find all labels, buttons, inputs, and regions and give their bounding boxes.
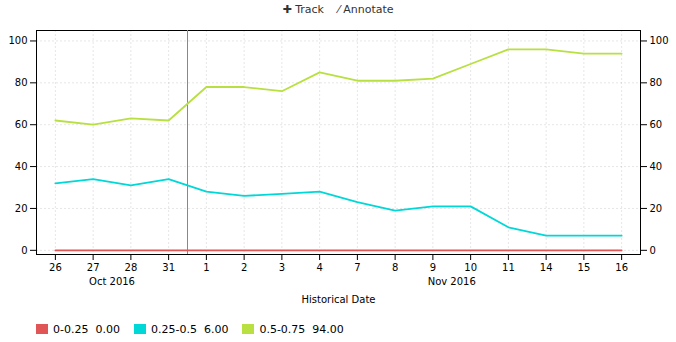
svg-text:3: 3	[279, 262, 285, 273]
svg-text:80: 80	[15, 77, 28, 88]
svg-text:8: 8	[392, 262, 398, 273]
svg-text:60: 60	[15, 119, 28, 130]
svg-text:60: 60	[650, 119, 663, 130]
svg-text:27: 27	[87, 262, 100, 273]
svg-text:31: 31	[162, 262, 175, 273]
svg-text:Historical Date: Historical Date	[302, 294, 376, 305]
svg-text:80: 80	[650, 77, 663, 88]
html-text:0-0.25 0.00: 0-0.25 0.00	[53, 322, 120, 336]
html-text:0.25-0.5 6.00: 0.25-0.5 6.00	[151, 322, 229, 336]
svg-text:2: 2	[241, 262, 247, 273]
svg-text:28: 28	[125, 262, 138, 273]
svg-text:100: 100	[650, 35, 669, 46]
svg-text:7: 7	[354, 262, 360, 273]
svg-text:40: 40	[15, 161, 28, 172]
svg-text:4: 4	[316, 262, 322, 273]
html-text:0.5-0.75 94.00: 0.5-0.75 94.00	[259, 322, 344, 336]
svg-text:11: 11	[502, 262, 515, 273]
svg-text:14: 14	[540, 262, 553, 273]
html-text:✚ Track ⁄ Annotate: ✚ Track ⁄ Annotate	[282, 3, 394, 16]
svg-text:15: 15	[578, 262, 591, 273]
svg-text:Nov 2016: Nov 2016	[428, 276, 476, 287]
svg-text:0: 0	[650, 245, 656, 256]
svg-text:100: 100	[8, 35, 27, 46]
svg-text:Oct 2016: Oct 2016	[89, 276, 135, 287]
svg-text:20: 20	[15, 203, 28, 214]
svg-text:10: 10	[464, 262, 477, 273]
svg-text:9: 9	[430, 262, 436, 273]
svg-text:1: 1	[203, 262, 209, 273]
svg-text:26: 26	[49, 262, 62, 273]
svg-text:40: 40	[650, 161, 663, 172]
svg-text:16: 16	[615, 262, 628, 273]
svg-text:0: 0	[21, 245, 27, 256]
svg-text:20: 20	[650, 203, 663, 214]
